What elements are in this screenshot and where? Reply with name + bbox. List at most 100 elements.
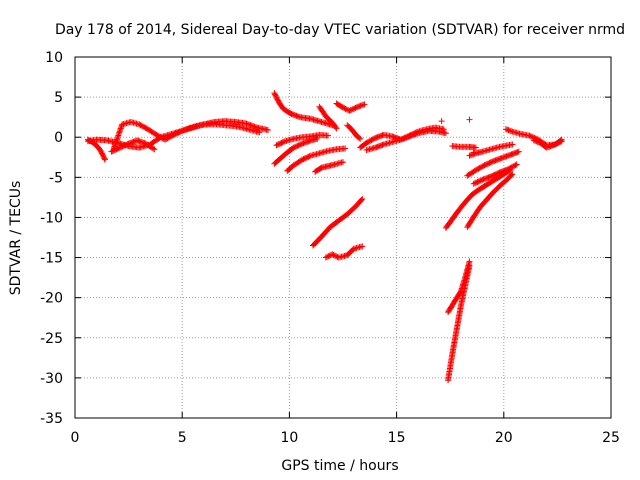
data-point	[252, 124, 259, 131]
data-point	[342, 145, 349, 152]
x-tick-label: 5	[178, 430, 187, 446]
series-arc-e	[271, 90, 336, 129]
series-arc-c	[110, 118, 263, 153]
data-point	[272, 92, 279, 99]
data-point	[507, 167, 514, 174]
series-arc-u	[442, 167, 514, 231]
data-point	[333, 253, 340, 260]
data-point	[101, 155, 108, 162]
data-point	[271, 90, 278, 97]
data-point	[280, 138, 287, 145]
data-point	[342, 105, 349, 112]
data-point	[100, 154, 107, 161]
series-arc-v	[464, 171, 516, 231]
y-tick-label: -30	[40, 371, 63, 387]
data-point	[273, 93, 280, 100]
data-point	[466, 116, 473, 123]
data-point	[246, 121, 253, 128]
data-point	[324, 253, 331, 260]
data-point	[353, 104, 360, 111]
series-arc-p	[363, 127, 449, 154]
y-tick-label: 10	[45, 50, 63, 66]
grid	[75, 57, 611, 418]
series-arc-r	[466, 141, 516, 159]
data-point	[333, 125, 340, 132]
data-point	[332, 124, 339, 131]
y-tick-label: -10	[40, 210, 63, 226]
data-point	[515, 148, 522, 155]
data-point	[340, 104, 346, 111]
data-point	[98, 149, 105, 156]
y-tick-label: -25	[40, 331, 63, 347]
data-point	[340, 159, 346, 166]
data-point	[438, 118, 445, 125]
data-point	[361, 101, 368, 108]
y-tick-label: -35	[40, 411, 63, 427]
data-point	[466, 262, 473, 269]
series-arc-k	[333, 100, 368, 114]
x-axis-title: GPS time / hours	[281, 458, 398, 474]
data-point	[330, 251, 337, 258]
y-tick-label: 0	[54, 130, 63, 146]
y-tick-label: 5	[54, 90, 63, 106]
data-marks	[84, 90, 565, 384]
data-point	[506, 167, 513, 174]
data-point	[508, 172, 515, 179]
series-arc-s	[464, 148, 522, 179]
data-point	[274, 96, 281, 103]
series-arc-z	[530, 137, 565, 151]
y-tick-label: -20	[40, 291, 63, 307]
chart-title: Day 178 of 2014, Sidereal Day-to-day VTE…	[55, 22, 625, 38]
data-point	[512, 162, 519, 169]
data-point	[102, 156, 109, 163]
data-point	[264, 127, 271, 134]
data-point	[272, 91, 279, 98]
data-point	[314, 135, 321, 142]
series-arc-h	[284, 145, 349, 174]
series-scatter-extra	[438, 116, 477, 156]
data-point	[98, 150, 105, 157]
y-tick-label: -15	[40, 251, 63, 267]
series-arc-j	[316, 103, 340, 132]
data-point	[359, 243, 366, 250]
series-arc-n	[322, 243, 366, 261]
series-arc-x	[445, 262, 473, 384]
data-point	[557, 138, 564, 145]
data-point	[509, 141, 516, 148]
series-arc-b	[84, 118, 271, 151]
x-tick-label: 15	[388, 430, 406, 446]
data-point	[256, 129, 263, 136]
data-point	[243, 120, 250, 127]
data-point	[306, 153, 313, 160]
data-point	[513, 161, 520, 168]
data-point	[244, 121, 251, 128]
x-tick-label: 10	[280, 430, 298, 446]
series-arc-l	[344, 122, 364, 142]
data-point	[359, 195, 366, 202]
data-point	[472, 144, 479, 151]
data-point	[324, 132, 331, 139]
data-point	[343, 106, 350, 113]
series-arc-d	[108, 137, 158, 155]
data-point	[358, 197, 365, 204]
series-arc-i	[312, 159, 346, 175]
data-point	[558, 138, 565, 145]
y-tick-label: -5	[49, 170, 63, 186]
data-point	[325, 253, 332, 260]
x-tick-label: 20	[495, 430, 513, 446]
data-point	[251, 123, 258, 130]
data-point	[509, 171, 516, 178]
data-point	[357, 135, 364, 142]
data-point	[150, 145, 157, 152]
data-point	[470, 149, 477, 156]
data-point	[322, 254, 329, 261]
data-point	[356, 134, 363, 141]
series-arc-q	[449, 143, 479, 151]
data-point	[326, 252, 333, 259]
x-tick-label: 25	[602, 430, 620, 446]
data-point	[329, 251, 336, 258]
y-axis-title: SDTVAR / TECUs	[8, 181, 24, 296]
plot-frame	[74, 56, 612, 419]
data-point	[151, 146, 158, 153]
